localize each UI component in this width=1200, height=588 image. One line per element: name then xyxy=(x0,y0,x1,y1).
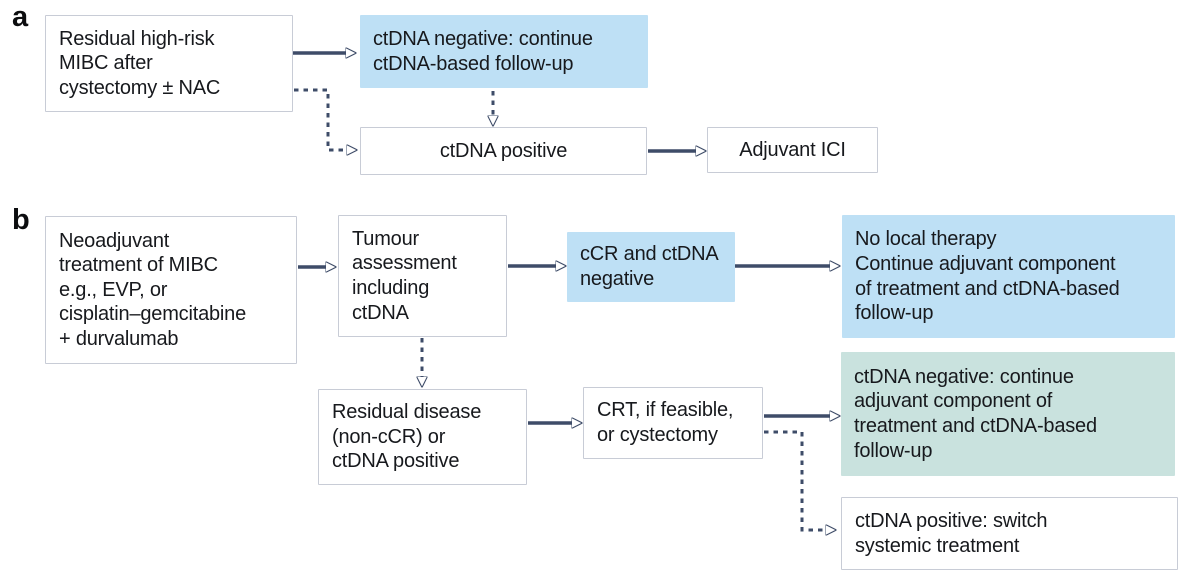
box-neoadjuvant-treatment: Neoadjuvant treatment of MIBC e.g., EVP,… xyxy=(45,216,297,364)
box-ctdna-negative-followup: ctDNA negative: continue ctDNA-based fol… xyxy=(360,15,648,88)
panel-b-label: b xyxy=(12,204,30,236)
box-tumour-assessment: Tumour assessment including ctDNA xyxy=(338,215,507,337)
box-crt-cystectomy: CRT, if feasible, or cystectomy xyxy=(583,387,763,459)
box-ctdna-negative-continue: ctDNA negative: continue adjuvant compon… xyxy=(841,352,1175,476)
box-adjuvant-ici: Adjuvant ICI xyxy=(707,127,878,173)
box-ctdna-positive-switch: ctDNA positive: switch systemic treatmen… xyxy=(841,497,1178,570)
panel-a-label: a xyxy=(12,1,28,33)
dashed-arrow-crt-to-ctdna-positive-switch xyxy=(764,430,826,530)
box-ccr-ctdna-negative: cCR and ctDNA negative xyxy=(567,232,735,302)
box-residual-disease: Residual disease (non-cCR) or ctDNA posi… xyxy=(318,389,527,485)
box-ctdna-positive: ctDNA positive xyxy=(360,127,647,175)
dashed-arrow-residual-to-ctdna-positive xyxy=(294,88,347,150)
box-residual-mibc: Residual high-risk MIBC after cystectomy… xyxy=(45,15,293,112)
box-no-local-therapy: No local therapy Continue adjuvant compo… xyxy=(842,215,1175,338)
